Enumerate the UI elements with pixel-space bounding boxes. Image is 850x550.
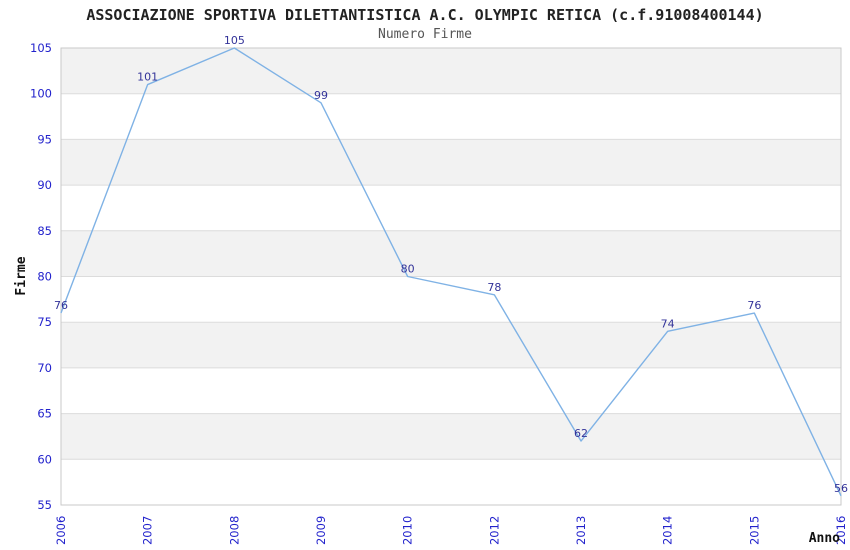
- data-label: 80: [401, 263, 415, 276]
- data-label: 76: [747, 299, 761, 312]
- x-tick-label: 2014: [661, 516, 675, 545]
- background-band: [61, 413, 841, 460]
- y-tick-label: 100: [30, 87, 52, 101]
- x-axis-title: Anno: [808, 531, 840, 546]
- y-tick-label: 105: [30, 41, 52, 55]
- x-tick-label: 2006: [54, 516, 68, 545]
- y-tick-label: 85: [37, 224, 52, 238]
- y-tick-label: 70: [37, 361, 52, 375]
- x-tick-label: 2015: [747, 516, 761, 545]
- series-line: [60, 47, 842, 497]
- data-label: 56: [834, 482, 848, 495]
- plot-border: [60, 47, 842, 506]
- data-label: 74: [661, 317, 675, 330]
- data-label: 105: [224, 34, 245, 47]
- background-band: [61, 48, 841, 94]
- data-label: 99: [314, 89, 328, 102]
- y-tick-label: 60: [37, 452, 52, 466]
- data-label: 78: [487, 281, 501, 294]
- chart-subtitle: Numero Firme: [378, 27, 472, 42]
- y-tick-label: 80: [37, 270, 52, 284]
- background-band: [61, 230, 841, 277]
- data-label: 62: [574, 427, 588, 440]
- background-band: [61, 139, 841, 186]
- y-tick-label: 65: [37, 407, 52, 421]
- data-label: 76: [54, 299, 68, 312]
- x-tick-label: 2016: [834, 516, 848, 545]
- background-band: [61, 322, 841, 368]
- x-tick-label: 2010: [401, 516, 415, 545]
- x-tick-label: 2009: [314, 516, 328, 545]
- x-tick-label: 2012: [487, 516, 501, 545]
- x-tick-label: 2013: [574, 516, 588, 545]
- y-tick-label: 75: [37, 315, 52, 329]
- x-tick-label: 2007: [141, 516, 155, 545]
- y-tick-label: 55: [37, 498, 52, 512]
- data-label: 101: [137, 71, 158, 84]
- y-tick-label: 90: [37, 178, 52, 192]
- y-tick-label: 95: [37, 132, 52, 146]
- chart-title: ASSOCIAZIONE SPORTIVA DILETTANTISTICA A.…: [86, 6, 764, 24]
- x-tick-label: 2008: [227, 516, 241, 545]
